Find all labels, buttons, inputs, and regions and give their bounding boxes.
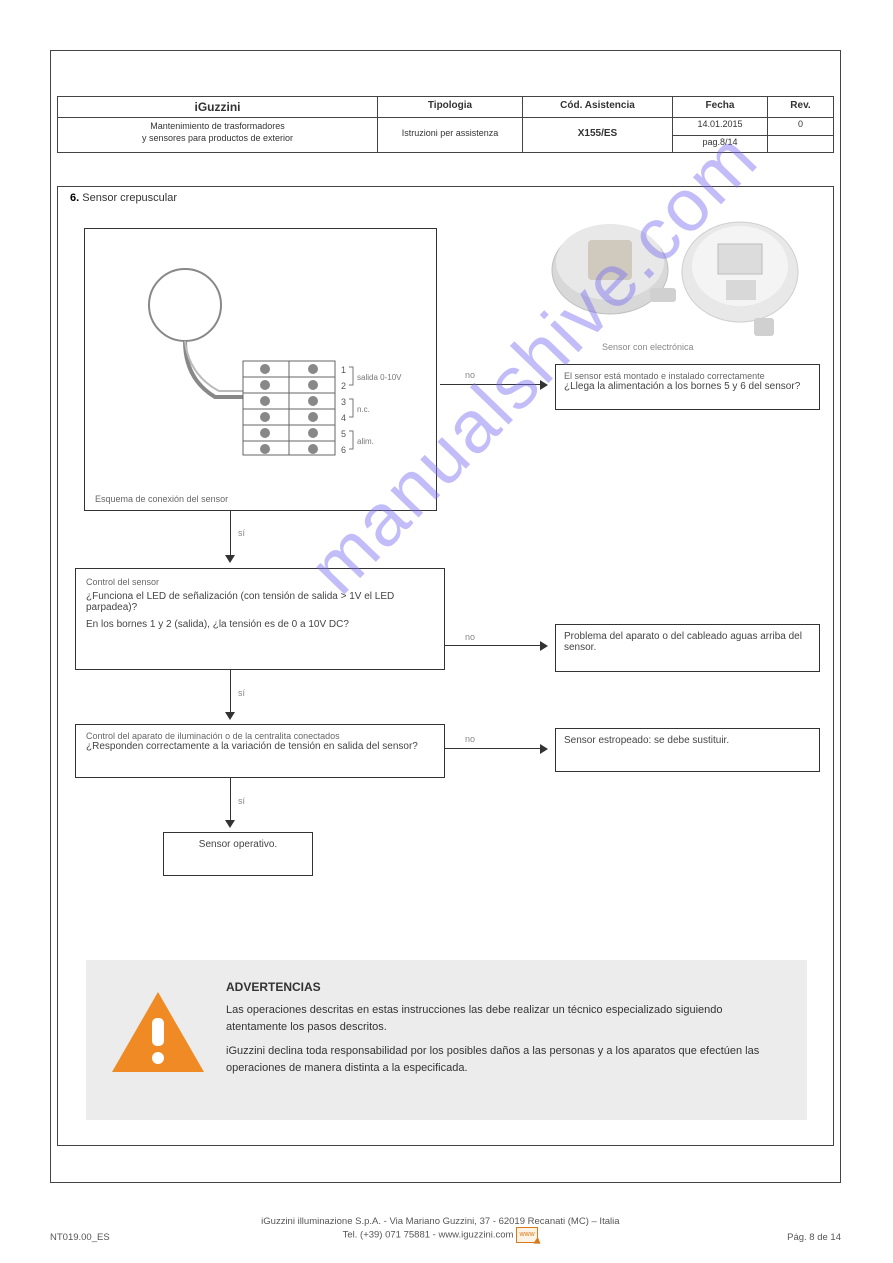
sensor-diagram: 1 2 3 4 5 6 salida 0-10V n.c. alim. (115, 249, 415, 489)
svg-text:4: 4 (341, 413, 346, 423)
label-yes-2: sí (238, 688, 245, 698)
arrow-h1 (440, 384, 546, 385)
header-row-bottom: Mantenimiento de trasformadores y sensor… (58, 117, 833, 152)
box4-q: Problema del aparato o del cableado agua… (564, 631, 811, 653)
title-line1: Mantenimiento de trasformadores (150, 121, 285, 131)
footer: NT019.00_ES iGuzzini illuminazione S.p.A… (50, 1216, 841, 1243)
box1-title: Esquema de conexión del sensor (95, 494, 228, 504)
arrow-h1-head (540, 380, 548, 390)
svg-text:n.c.: n.c. (357, 405, 370, 414)
right-row1: 14.01.2015 0 (673, 118, 833, 136)
box3-q1: ¿Funciona el LED de señalización (con te… (86, 591, 434, 613)
col4-label: Fecha (673, 97, 768, 117)
footer-mid1: iGuzzini illuminazione S.p.A. - Via Mari… (261, 1216, 619, 1227)
section-name: Sensor crepuscular (82, 192, 177, 204)
title-cell: Mantenimiento de trasformadores y sensor… (58, 118, 378, 152)
section-title: 6. Sensor crepuscular (70, 192, 177, 204)
footer-left: NT019.00_ES (50, 1232, 110, 1243)
arrow-h3-head (540, 744, 548, 754)
warning-body1: Las operaciones descritas en estas instr… (226, 1002, 785, 1035)
box-upstream-problem: Problema del aparato o del cableado agua… (555, 624, 820, 672)
right-col: 14.01.2015 0 pag.8/14 (673, 118, 833, 152)
box7-q: Sensor operativo. (172, 839, 304, 850)
www-icon: www (516, 1227, 538, 1243)
arrow-v2-head (225, 712, 235, 720)
arrow-v2 (230, 670, 231, 718)
footer-page: Pág. 8 de 14 (771, 1232, 841, 1243)
photo-caption: Sensor con electrónica (602, 342, 694, 352)
box-schematic: 1 2 3 4 5 6 salida 0-10V n.c. alim. Esqu… (84, 228, 437, 511)
box3-title: Control del sensor (86, 577, 434, 587)
warning-heading: ADVERTENCIAS (226, 978, 785, 996)
box5-title: Control del aparato de iluminación o de … (86, 731, 434, 741)
date-value: 14.01.2015 (673, 118, 768, 135)
col2-label: Tipologia (378, 97, 523, 117)
arrow-v1-head (225, 555, 235, 563)
arrow-v1 (230, 511, 231, 561)
box-sensor-ok: Sensor operativo. (163, 832, 313, 876)
box2-top: El sensor está montado e instalado corre… (564, 371, 811, 381)
svg-text:1: 1 (341, 365, 346, 375)
warning-icon (108, 988, 208, 1078)
section-num: 6. (70, 192, 79, 204)
label-no-3: no (465, 734, 475, 744)
box-sensor-broken: Sensor estropeado: se debe sustituir. (555, 728, 820, 772)
svg-text:2: 2 (341, 381, 346, 391)
arrow-h2-head (540, 641, 548, 651)
box-mounted-check: El sensor está montado e instalado corre… (555, 364, 820, 410)
blank-cell (768, 136, 833, 153)
brand-cell: iGuzzini (58, 97, 378, 117)
box6-q: Sensor estropeado: se debe sustituir. (564, 735, 811, 746)
col3-label: Cód. Asistencia (523, 97, 673, 117)
box5-q: ¿Responden correctamente a la variación … (86, 741, 434, 752)
right-row2: pag.8/14 (673, 136, 833, 153)
svg-text:6: 6 (341, 445, 346, 455)
svg-text:alim.: alim. (357, 437, 374, 446)
label-no-1: no (465, 370, 475, 380)
sensor-photos (540, 210, 810, 345)
box2-q: ¿Llega la alimentación a los bornes 5 y … (564, 381, 811, 392)
label-yes-1: sí (238, 528, 245, 538)
arrow-v3-head (225, 820, 235, 828)
footer-mid2: Tel. (+39) 071 75881 - www.iguzzini.com (343, 1230, 514, 1241)
col3-value: X155/ES (523, 118, 673, 152)
svg-text:3: 3 (341, 397, 346, 407)
box-sensor-control: Control del sensor ¿Funciona el LED de s… (75, 568, 445, 670)
col2-value: Istruzioni per assistenza (378, 118, 523, 152)
footer-mid: iGuzzini illuminazione S.p.A. - Via Mari… (110, 1216, 771, 1243)
svg-text:salida 0-10V: salida 0-10V (357, 373, 402, 382)
box-luminaire-control: Control del aparato de iluminación o de … (75, 724, 445, 778)
warning-panel: ADVERTENCIAS Las operaciones descritas e… (86, 960, 807, 1120)
arrow-h3 (445, 748, 545, 749)
title-line2: y sensores para productos de exterior (142, 133, 293, 143)
header-row-top: iGuzzini Tipologia Cód. Asistencia Fecha… (58, 97, 833, 117)
label-yes-3: sí (238, 796, 245, 806)
header-table: iGuzzini Tipologia Cód. Asistencia Fecha… (57, 96, 834, 153)
warning-body2: iGuzzini declina toda responsabilidad po… (226, 1043, 785, 1076)
label-no-2: no (465, 632, 475, 642)
pages-label: pag.8/14 (673, 136, 768, 153)
col5-label: Rev. (768, 97, 833, 117)
arrow-h2 (445, 645, 545, 646)
rev-value: 0 (768, 118, 833, 135)
svg-text:5: 5 (341, 429, 346, 439)
arrow-v3 (230, 778, 231, 826)
box3-q2: En los bornes 1 y 2 (salida), ¿la tensió… (86, 619, 434, 630)
